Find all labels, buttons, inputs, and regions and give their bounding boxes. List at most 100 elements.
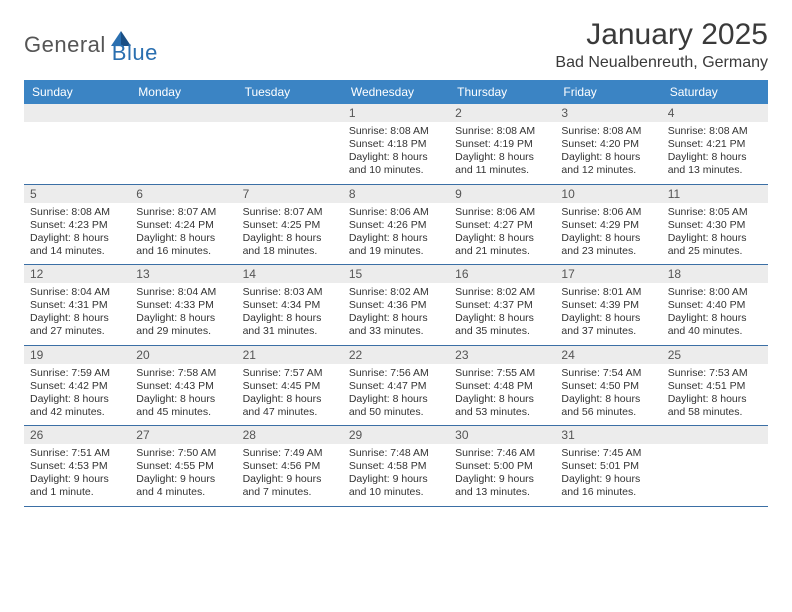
day-detail-line: Sunset: 4:20 PM [561,138,655,151]
day-detail-line: Sunset: 4:29 PM [561,219,655,232]
day-detail-line: Sunrise: 8:08 AM [561,125,655,138]
day-number [237,104,343,122]
day-number: 26 [24,426,130,444]
day-details: Sunrise: 7:45 AMSunset: 5:01 PMDaylight:… [561,447,655,500]
day-detail-line: Daylight: 8 hours [243,312,337,325]
day-detail-line: Sunrise: 7:50 AM [136,447,230,460]
title-location: Bad Neualbenreuth, Germany [555,54,768,72]
day-details [243,125,337,178]
day-details: Sunrise: 8:05 AMSunset: 4:30 PMDaylight:… [668,206,762,259]
day-detail-line: and 56 minutes. [561,406,655,419]
day-detail-line: and 31 minutes. [243,325,337,338]
day-detail-line: Sunset: 4:34 PM [243,299,337,312]
day-details: Sunrise: 8:01 AMSunset: 4:39 PMDaylight:… [561,286,655,339]
day-detail-line: and 16 minutes. [561,486,655,499]
day-detail-line: Daylight: 8 hours [561,232,655,245]
day-detail-line: and 4 minutes. [136,486,230,499]
day-detail-line: and 42 minutes. [30,406,124,419]
day-details: Sunrise: 8:08 AMSunset: 4:20 PMDaylight:… [561,125,655,178]
day-detail-line: Sunrise: 7:58 AM [136,367,230,380]
day-detail-line: Sunset: 4:19 PM [455,138,549,151]
day-details: Sunrise: 7:46 AMSunset: 5:00 PMDaylight:… [455,447,549,500]
day-detail-line: Sunrise: 7:57 AM [243,367,337,380]
day-detail-line: Sunrise: 7:48 AM [349,447,443,460]
day-number: 14 [237,265,343,283]
calendar-day: 28Sunrise: 7:49 AMSunset: 4:56 PMDayligh… [237,426,343,506]
day-detail-line [136,164,230,177]
day-details [30,125,124,178]
calendar-day: 29Sunrise: 7:48 AMSunset: 4:58 PMDayligh… [343,426,449,506]
day-detail-line: Sunset: 4:50 PM [561,380,655,393]
day-number: 6 [130,185,236,203]
day-detail-line: Sunset: 4:43 PM [136,380,230,393]
day-detail-line: Sunrise: 8:06 AM [561,206,655,219]
day-detail-line: Sunrise: 8:03 AM [243,286,337,299]
day-number: 12 [24,265,130,283]
day-number: 31 [555,426,661,444]
calendar-day: 21Sunrise: 7:57 AMSunset: 4:45 PMDayligh… [237,346,343,426]
calendar-day: 8Sunrise: 8:06 AMSunset: 4:26 PMDaylight… [343,185,449,265]
day-detail-line: Sunrise: 7:46 AM [455,447,549,460]
day-detail-line: Daylight: 8 hours [136,312,230,325]
day-details: Sunrise: 8:03 AMSunset: 4:34 PMDaylight:… [243,286,337,339]
day-detail-line: Sunrise: 8:08 AM [349,125,443,138]
calendar-week: 19Sunrise: 7:59 AMSunset: 4:42 PMDayligh… [24,346,768,427]
day-detail-line: Sunset: 4:45 PM [243,380,337,393]
day-detail-line: Sunrise: 8:06 AM [349,206,443,219]
day-detail-line: Sunrise: 8:04 AM [30,286,124,299]
calendar-day: 25Sunrise: 7:53 AMSunset: 4:51 PMDayligh… [662,346,768,426]
day-details: Sunrise: 8:04 AMSunset: 4:31 PMDaylight:… [30,286,124,339]
day-detail-line: Daylight: 8 hours [349,312,443,325]
day-detail-line: Daylight: 9 hours [30,473,124,486]
day-detail-line: Daylight: 8 hours [30,312,124,325]
calendar-day: 23Sunrise: 7:55 AMSunset: 4:48 PMDayligh… [449,346,555,426]
day-number: 17 [555,265,661,283]
day-detail-line: Sunset: 4:36 PM [349,299,443,312]
day-detail-line: Daylight: 8 hours [349,393,443,406]
day-detail-line [30,164,124,177]
day-detail-line: and 29 minutes. [136,325,230,338]
day-detail-line: Sunrise: 8:05 AM [668,206,762,219]
day-detail-line: and 14 minutes. [30,245,124,258]
day-detail-line: Sunrise: 8:04 AM [136,286,230,299]
calendar-day-empty [237,104,343,184]
day-detail-line: Sunset: 4:25 PM [243,219,337,232]
day-detail-line: Sunset: 4:24 PM [136,219,230,232]
day-detail-line: Sunrise: 7:59 AM [30,367,124,380]
day-number: 28 [237,426,343,444]
day-detail-line: and 13 minutes. [455,486,549,499]
day-number: 16 [449,265,555,283]
day-details: Sunrise: 8:08 AMSunset: 4:21 PMDaylight:… [668,125,762,178]
day-number: 10 [555,185,661,203]
day-detail-line: and 10 minutes. [349,486,443,499]
day-detail-line: Daylight: 8 hours [668,151,762,164]
day-detail-line [136,125,230,138]
calendar-day: 18Sunrise: 8:00 AMSunset: 4:40 PMDayligh… [662,265,768,345]
day-detail-line: Daylight: 8 hours [668,393,762,406]
day-detail-line: and 40 minutes. [668,325,762,338]
day-detail-line: Sunset: 4:40 PM [668,299,762,312]
calendar-day: 30Sunrise: 7:46 AMSunset: 5:00 PMDayligh… [449,426,555,506]
calendar-day: 12 Sunrise: 8:04 AMSunset: 4:31 PMDayligh… [24,265,130,345]
day-detail-line: Daylight: 8 hours [455,232,549,245]
day-detail-line: Daylight: 8 hours [136,232,230,245]
day-detail-line: Sunrise: 7:55 AM [455,367,549,380]
day-detail-line: Sunset: 4:42 PM [30,380,124,393]
day-detail-line: and 12 minutes. [561,164,655,177]
day-detail-line: Sunset: 4:39 PM [561,299,655,312]
day-number: 1 [343,104,449,122]
day-detail-line: and 45 minutes. [136,406,230,419]
day-detail-line: Sunset: 4:47 PM [349,380,443,393]
calendar-day-empty [24,104,130,184]
day-detail-line: Daylight: 8 hours [455,393,549,406]
day-detail-line: Daylight: 8 hours [561,312,655,325]
day-detail-line [30,125,124,138]
day-detail-line: and 37 minutes. [561,325,655,338]
day-header: Friday [555,80,661,104]
day-detail-line: Daylight: 9 hours [455,473,549,486]
day-details: Sunrise: 7:51 AMSunset: 4:53 PMDaylight:… [30,447,124,500]
day-detail-line: Daylight: 9 hours [243,473,337,486]
day-detail-line: Daylight: 8 hours [668,232,762,245]
day-detail-line: Sunrise: 8:08 AM [668,125,762,138]
calendar-day: 6Sunrise: 8:07 AMSunset: 4:24 PMDaylight… [130,185,236,265]
